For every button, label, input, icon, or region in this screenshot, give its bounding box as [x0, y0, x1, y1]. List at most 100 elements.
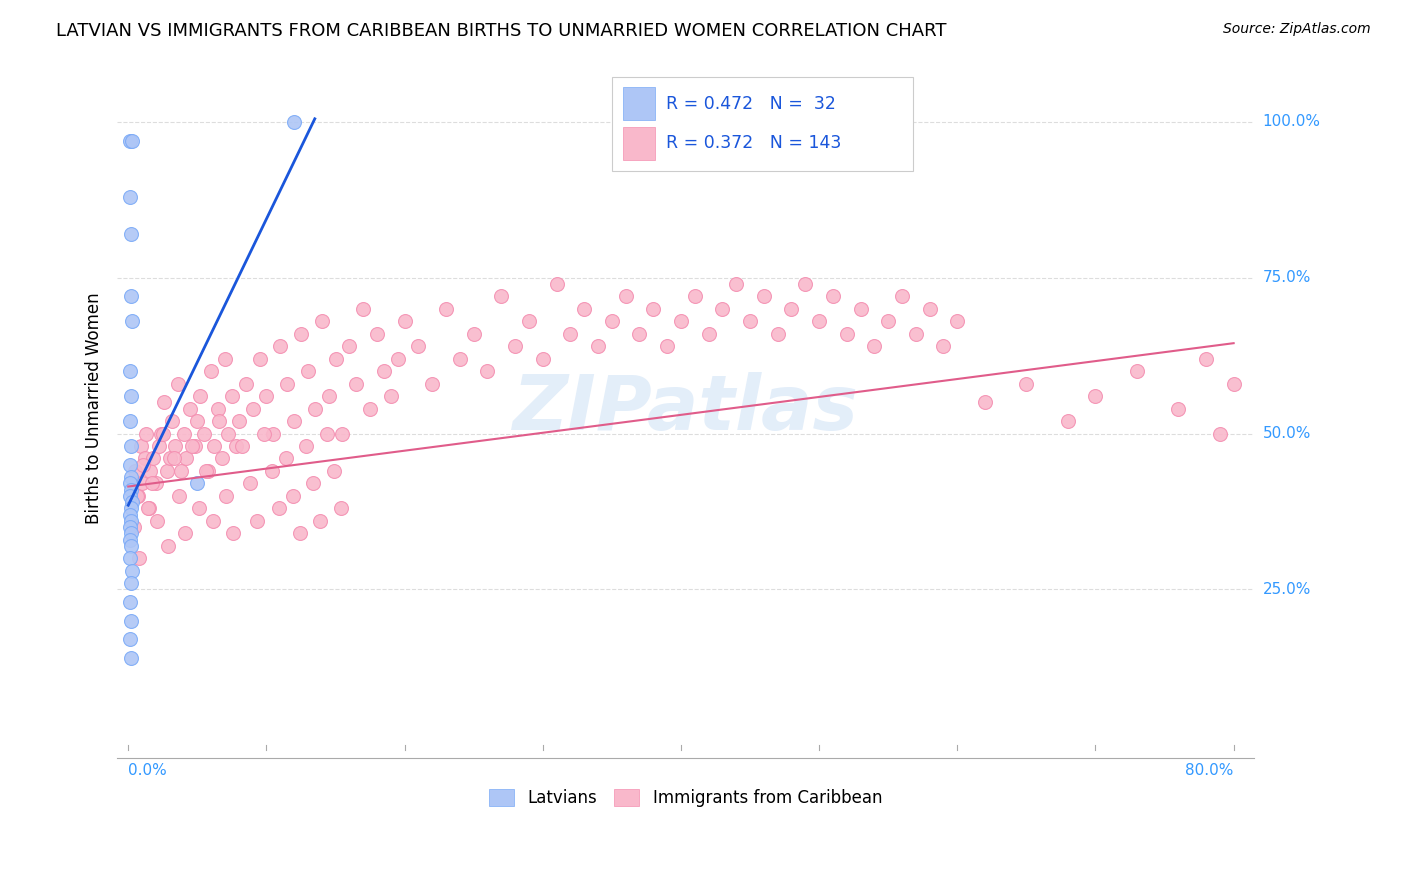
Point [186, 414, 208, 428]
Point [344, 376, 367, 391]
Point [323, 464, 346, 478]
Point [420, 376, 443, 391]
Point [463, 326, 485, 341]
Point [170, 464, 193, 478]
Point [122, 520, 145, 534]
Point [337, 339, 360, 353]
Point [752, 289, 775, 303]
Point [863, 339, 886, 353]
Point [311, 314, 333, 328]
Point [1209, 426, 1232, 441]
Point [120, 389, 142, 403]
Text: 50.0%: 50.0% [1263, 426, 1310, 441]
Point [290, 326, 312, 341]
Point [1126, 364, 1149, 378]
Point [449, 351, 471, 366]
Point [304, 401, 326, 416]
Point [228, 414, 250, 428]
Point [711, 301, 734, 316]
Point [120, 289, 142, 303]
Point [655, 339, 678, 353]
Point [208, 414, 231, 428]
Point [808, 314, 831, 328]
Point [118, 508, 141, 522]
Point [193, 426, 215, 441]
Point [173, 426, 195, 441]
Point [135, 426, 157, 441]
Text: 25.0%: 25.0% [1263, 582, 1310, 597]
Point [148, 439, 170, 453]
Point [121, 134, 143, 148]
Point [503, 339, 526, 353]
Point [288, 526, 311, 541]
Point [127, 489, 149, 503]
Point [183, 439, 205, 453]
Point [276, 376, 298, 391]
Text: 75.0%: 75.0% [1263, 270, 1310, 285]
Point [118, 134, 141, 148]
Point [188, 389, 211, 403]
Bar [623, 127, 655, 161]
Point [246, 514, 269, 528]
Point [139, 464, 162, 478]
Point [974, 395, 997, 409]
Point [118, 632, 141, 647]
Point [215, 489, 238, 503]
Point [132, 458, 155, 472]
Point [932, 339, 955, 353]
Point [1015, 376, 1038, 391]
Point [146, 514, 169, 528]
Point [118, 190, 141, 204]
Point [1222, 376, 1244, 391]
Point [373, 364, 395, 378]
FancyBboxPatch shape [612, 77, 914, 171]
Point [197, 464, 219, 478]
Bar [623, 87, 655, 120]
Point [134, 451, 156, 466]
Point [297, 364, 319, 378]
Point [187, 501, 209, 516]
Point [281, 489, 304, 503]
Text: Source: ZipAtlas.com: Source: ZipAtlas.com [1223, 22, 1371, 37]
Point [253, 426, 276, 441]
Point [118, 595, 141, 609]
Point [120, 576, 142, 591]
Point [380, 389, 402, 403]
Point [586, 339, 609, 353]
Point [891, 289, 914, 303]
Text: ZIPatlas: ZIPatlas [513, 372, 859, 446]
Point [302, 476, 325, 491]
Point [1084, 389, 1107, 403]
Point [174, 451, 197, 466]
Point [274, 451, 297, 466]
Point [254, 389, 277, 403]
Point [316, 426, 339, 441]
Point [628, 326, 651, 341]
Point [325, 351, 347, 366]
Point [821, 289, 844, 303]
Point [387, 351, 409, 366]
Point [408, 339, 430, 353]
Point [200, 364, 222, 378]
Point [159, 451, 181, 466]
Point [560, 326, 582, 341]
Point [918, 301, 941, 316]
Point [120, 651, 142, 665]
Point [1167, 401, 1189, 416]
Point [780, 301, 803, 316]
Point [157, 539, 180, 553]
Point [138, 501, 160, 516]
Y-axis label: Births to Unmarried Women: Births to Unmarried Women [86, 293, 103, 524]
Point [128, 551, 150, 566]
Point [262, 426, 284, 441]
Point [118, 520, 141, 534]
Point [491, 289, 513, 303]
Point [669, 314, 692, 328]
Point [295, 439, 318, 453]
Point [120, 439, 142, 453]
Point [1195, 351, 1218, 366]
Point [120, 501, 142, 516]
Point [120, 227, 142, 241]
Point [614, 289, 637, 303]
Point [214, 351, 236, 366]
